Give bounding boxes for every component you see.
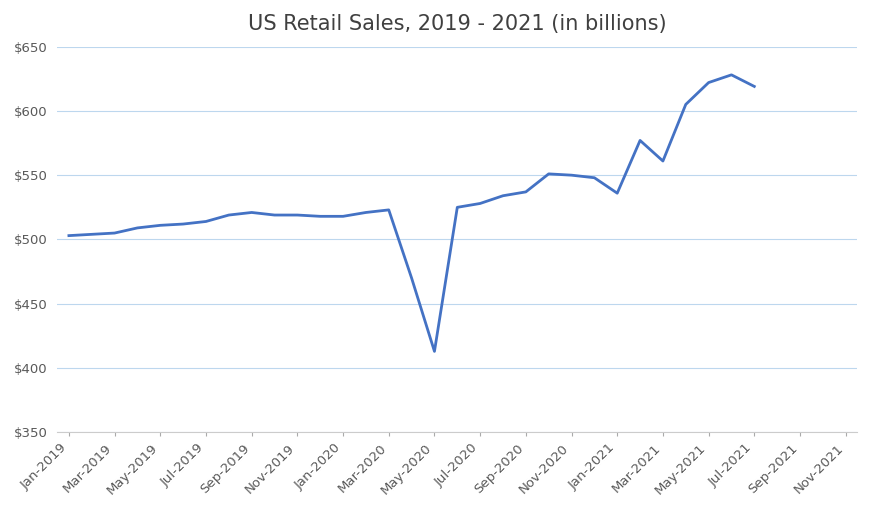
Title: US Retail Sales, 2019 - 2021 (in billions): US Retail Sales, 2019 - 2021 (in billion… xyxy=(248,14,666,34)
